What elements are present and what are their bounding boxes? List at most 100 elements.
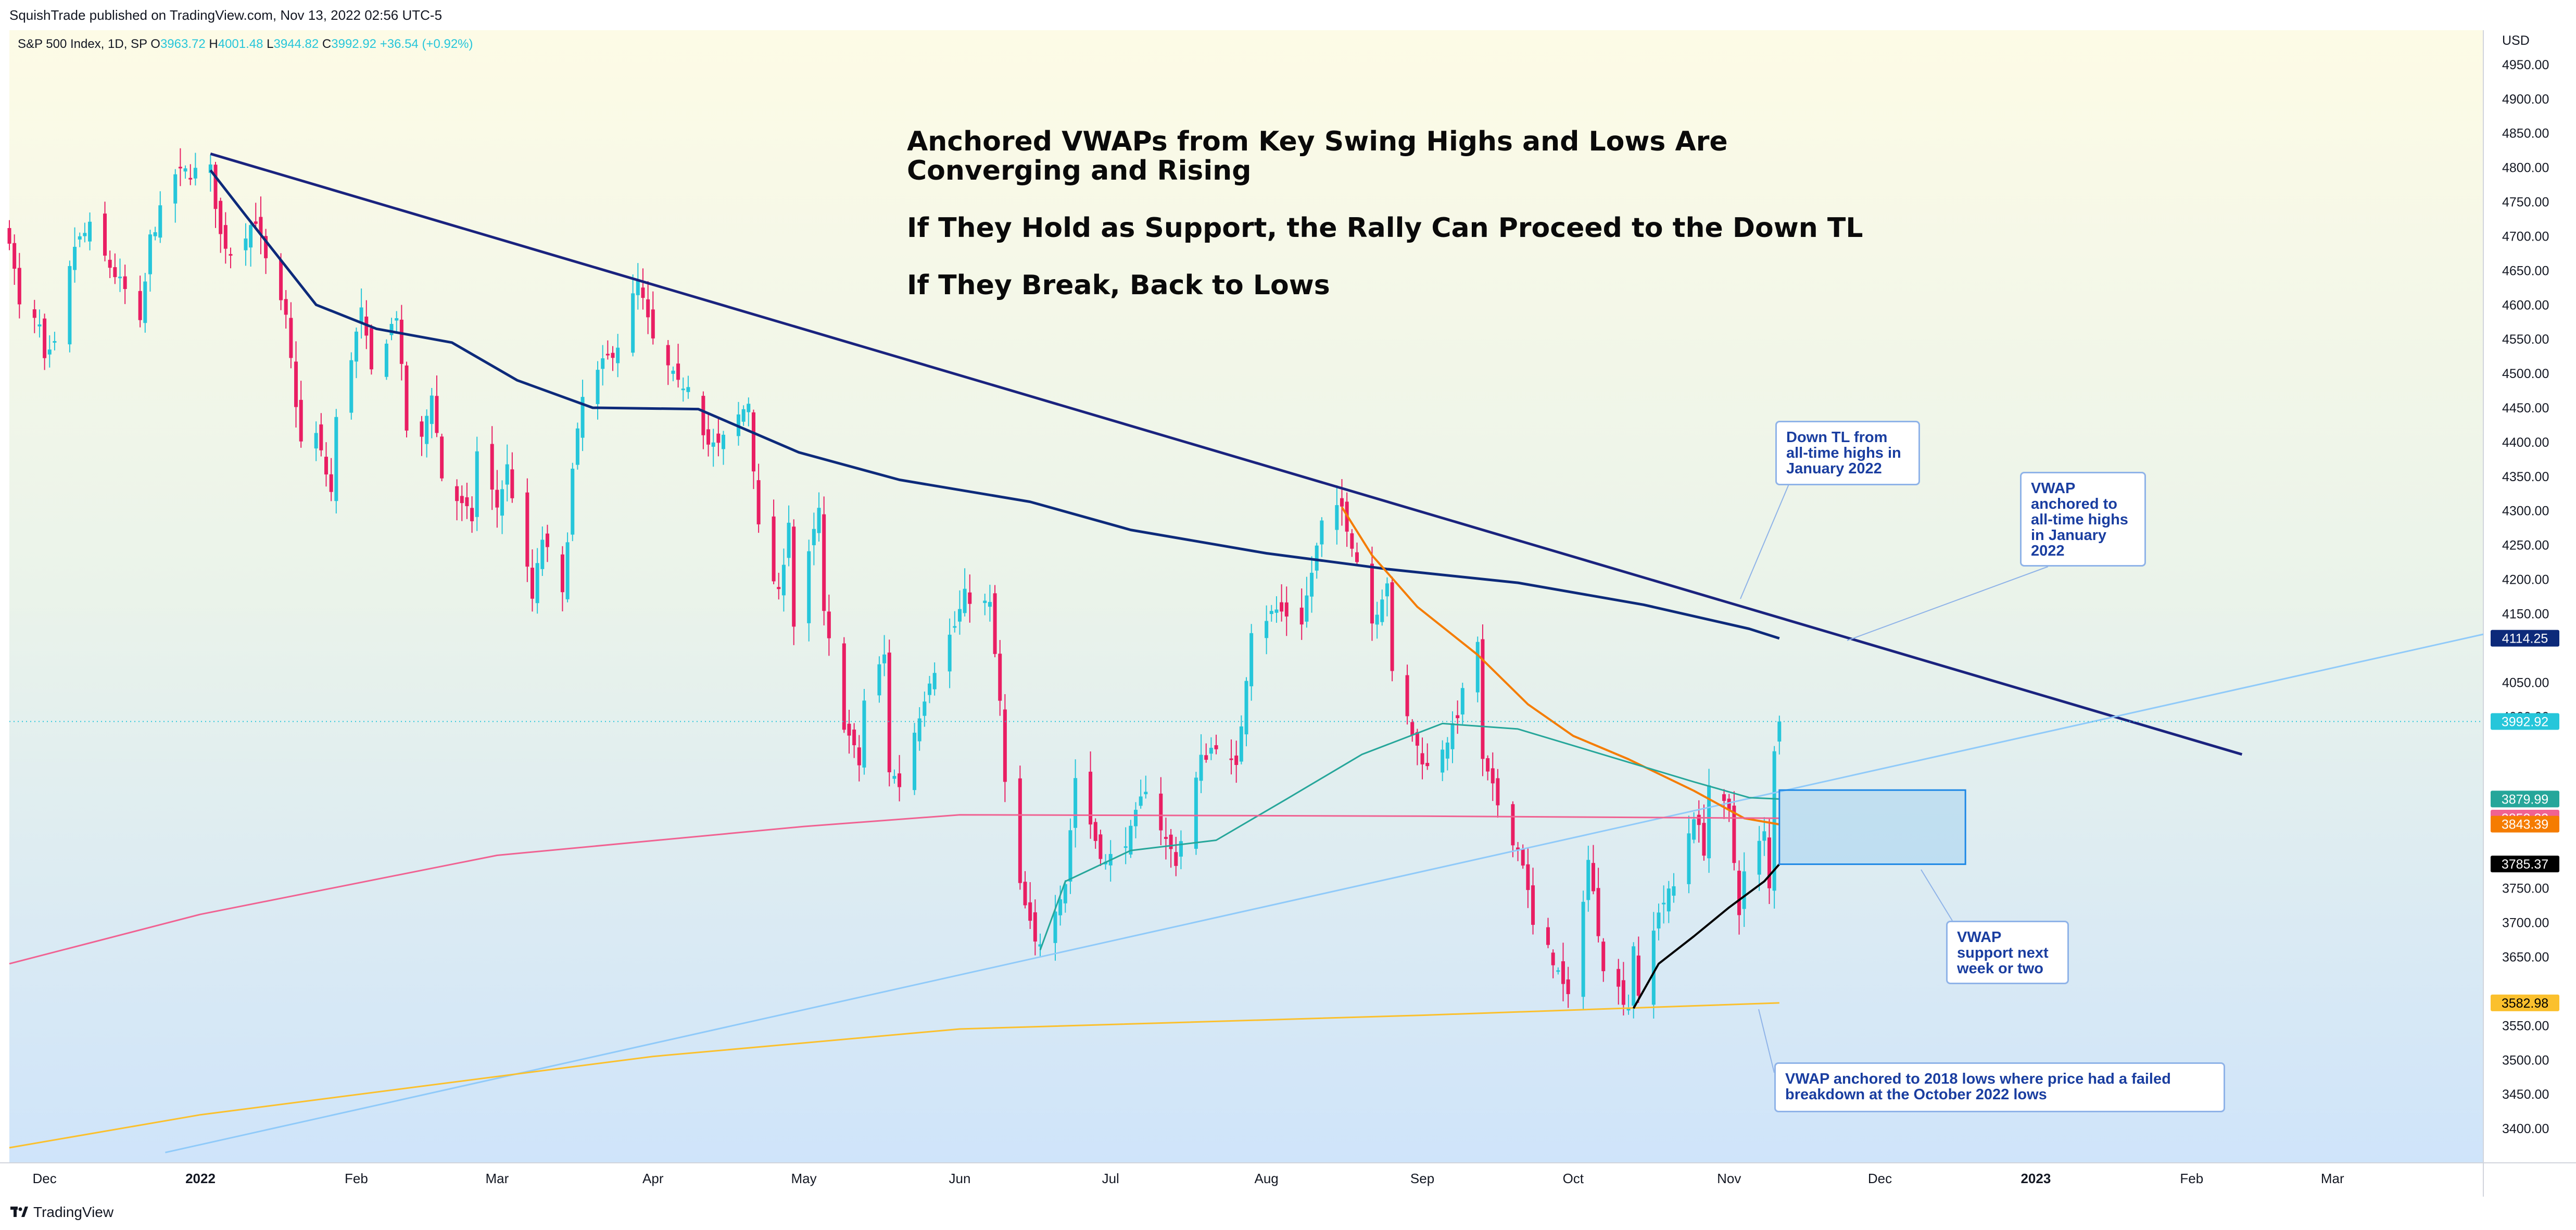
candle-body[interactable]	[852, 730, 856, 746]
candle-body[interactable]	[1586, 860, 1590, 900]
candle-body[interactable]	[440, 436, 444, 479]
candle-body[interactable]	[1269, 611, 1273, 614]
candle-body[interactable]	[324, 457, 328, 475]
candle-body[interactable]	[1531, 885, 1535, 925]
candle-body[interactable]	[475, 451, 479, 517]
candle-body[interactable]	[78, 236, 82, 240]
candle-body[interactable]	[1063, 884, 1067, 903]
candle-body[interactable]	[405, 365, 409, 431]
candle-body[interactable]	[530, 568, 534, 599]
candle-body[interactable]	[812, 529, 816, 546]
candle-body[interactable]	[1526, 864, 1530, 890]
candle-body[interactable]	[254, 221, 258, 224]
candle-body[interactable]	[17, 268, 21, 305]
candle-body[interactable]	[1199, 755, 1203, 781]
candle-body[interactable]	[279, 260, 283, 300]
candle-body[interactable]	[1496, 778, 1500, 806]
candle-body[interactable]	[12, 243, 17, 269]
callout-vwap-support[interactable]: VWAP support next week or two	[1946, 921, 2069, 984]
candle-body[interactable]	[1129, 825, 1133, 855]
candle-body[interactable]	[1596, 888, 1600, 936]
candle-body[interactable]	[138, 291, 142, 320]
candle-body[interactable]	[1355, 552, 1359, 562]
candle-body[interactable]	[1737, 871, 1741, 915]
candle-body[interactable]	[787, 522, 791, 558]
candle-body[interactable]	[1450, 723, 1455, 749]
candle-body[interactable]	[354, 331, 358, 362]
candle-body[interactable]	[1340, 498, 1344, 507]
candle-body[interactable]	[259, 217, 263, 235]
candle-body[interactable]	[1591, 863, 1595, 892]
candle-body[interactable]	[118, 277, 122, 279]
candle-body[interactable]	[1229, 758, 1233, 760]
candle-body[interactable]	[560, 554, 564, 593]
vwap-anchored-to-all-time-highs-line[interactable]	[209, 169, 1780, 640]
candle-body[interactable]	[334, 417, 338, 501]
candle-body[interactable]	[1475, 642, 1480, 693]
candle-body[interactable]	[535, 563, 539, 604]
candle-body[interactable]	[1284, 602, 1289, 617]
candle-body[interactable]	[777, 587, 781, 589]
candle-body[interactable]	[1390, 582, 1394, 671]
candle-body[interactable]	[43, 318, 47, 358]
tradingview-logo[interactable]: TradingView	[10, 1204, 113, 1221]
candle-body[interactable]	[1551, 952, 1555, 965]
candle-body[interactable]	[646, 299, 650, 318]
candle-body[interactable]	[68, 266, 72, 345]
candle-body[interactable]	[988, 601, 992, 607]
candle-body[interactable]	[1636, 955, 1640, 996]
candle-body[interactable]	[963, 588, 967, 613]
candle-body[interactable]	[651, 309, 655, 338]
candle-body[interactable]	[420, 421, 424, 437]
candle-body[interactable]	[1722, 794, 1726, 801]
vwap-anchored-to-october-low-line[interactable]	[1632, 863, 1781, 1009]
candle-body[interactable]	[1556, 970, 1560, 972]
candle-body[interactable]	[148, 234, 152, 274]
candle-body[interactable]	[470, 508, 474, 521]
candle-body[interactable]	[1702, 823, 1706, 856]
candle-body[interactable]	[359, 307, 363, 324]
candle-body[interactable]	[711, 442, 715, 447]
candle-body[interactable]	[1299, 607, 1304, 625]
candle-body[interactable]	[722, 434, 726, 449]
candle-body[interactable]	[1265, 621, 1269, 638]
candle-body[interactable]	[1335, 505, 1339, 530]
candle-body[interactable]	[671, 370, 675, 374]
candle-body[interactable]	[32, 309, 36, 318]
candle-body[interactable]	[681, 388, 685, 391]
candle-body[interactable]	[1038, 944, 1042, 947]
candle-body[interactable]	[1320, 520, 1324, 545]
candle-body[interactable]	[706, 429, 711, 445]
candle-body[interactable]	[188, 178, 193, 180]
candle-body[interactable]	[244, 239, 248, 250]
candle-body[interactable]	[1350, 533, 1354, 549]
candle-body[interactable]	[631, 293, 635, 353]
candle-body[interactable]	[1491, 768, 1495, 784]
candle-body[interactable]	[1626, 1009, 1631, 1011]
candle-body[interactable]	[877, 664, 881, 696]
candle-body[interactable]	[957, 609, 962, 622]
candle-body[interactable]	[983, 600, 987, 603]
candle-body[interactable]	[932, 673, 937, 689]
callout-vwap-2018[interactable]: VWAP anchored to 2018 lows where price h…	[1774, 1062, 2225, 1112]
vwap-anchored-to-june-low-line[interactable]	[1039, 722, 1779, 950]
candle-body[interactable]	[490, 444, 494, 490]
candle-body[interactable]	[998, 654, 1002, 701]
candle-body[interactable]	[1410, 722, 1415, 735]
candle-body[interactable]	[193, 168, 197, 179]
candle-body[interactable]	[1621, 980, 1625, 1005]
candle-body[interactable]	[792, 526, 796, 627]
candle-body[interactable]	[500, 489, 504, 516]
candle-body[interactable]	[1561, 961, 1565, 984]
callout-down-tl[interactable]: Down TL from all-time highs in January 2…	[1775, 421, 1920, 485]
candle-body[interactable]	[807, 551, 811, 623]
candle-body[interactable]	[596, 370, 600, 404]
candle-body[interactable]	[1134, 810, 1138, 826]
candle-body[interactable]	[882, 654, 887, 663]
candle-body[interactable]	[208, 164, 212, 173]
candle-body[interactable]	[1310, 572, 1314, 597]
candle-body[interactable]	[108, 259, 112, 268]
candle-body[interactable]	[1581, 901, 1585, 997]
candle-body[interactable]	[676, 363, 680, 380]
candle-body[interactable]	[73, 246, 77, 270]
